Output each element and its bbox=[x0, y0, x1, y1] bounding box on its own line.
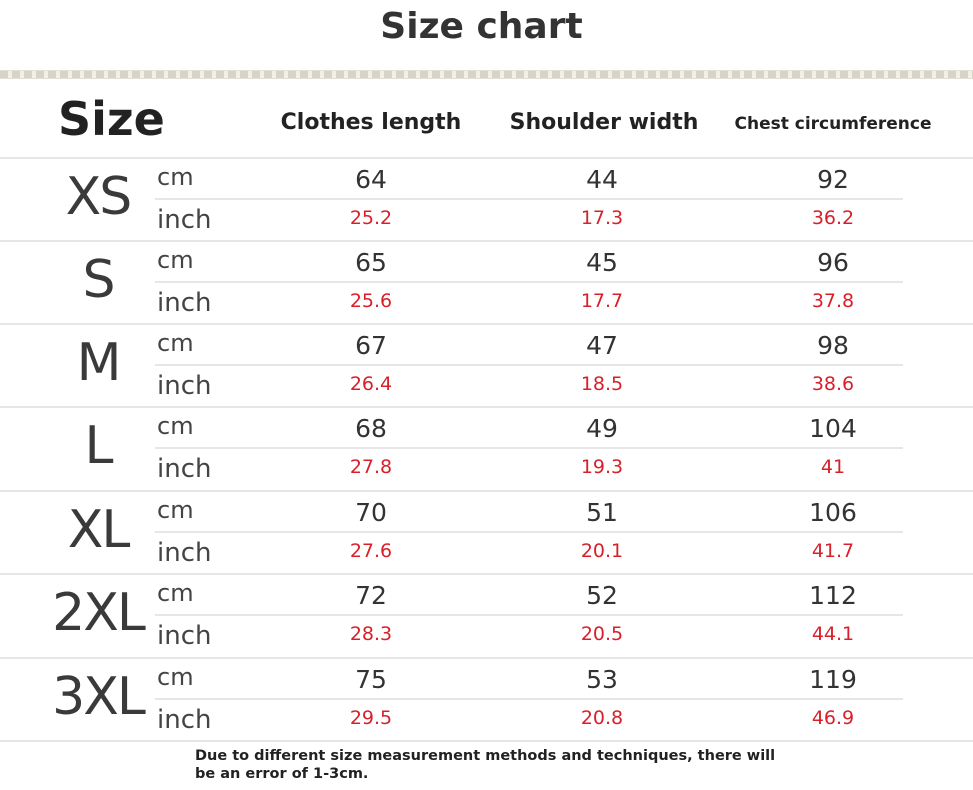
unit-inch: inch bbox=[157, 621, 212, 651]
unit-cm: cm bbox=[157, 496, 194, 524]
unit-divider bbox=[155, 281, 903, 283]
clothes-length-cm: 67 bbox=[355, 331, 387, 360]
row-divider bbox=[0, 490, 973, 492]
unit-divider bbox=[155, 698, 903, 700]
unit-inch: inch bbox=[157, 371, 212, 401]
unit-cm: cm bbox=[157, 246, 194, 274]
row-divider bbox=[0, 240, 973, 242]
row-divider bbox=[0, 323, 973, 325]
clothes-length-inch: 27.6 bbox=[349, 540, 393, 562]
row-divider bbox=[0, 406, 973, 408]
size-label: XL bbox=[67, 500, 131, 560]
header-shoulder-width: Shoulder width bbox=[509, 110, 699, 135]
chest-circumference-inch: 37.8 bbox=[811, 290, 855, 312]
chest-circumference-inch: 36.2 bbox=[811, 207, 855, 229]
size-row-xl: XL cm inch 70 51 106 27.6 20.1 41.7 bbox=[0, 490, 973, 573]
clothes-length-inch: 25.6 bbox=[349, 290, 393, 312]
page-title: Size chart bbox=[380, 6, 583, 47]
chest-circumference-inch: 41 bbox=[820, 456, 846, 478]
chest-circumference-cm: 119 bbox=[809, 665, 857, 694]
clothes-length-cm: 65 bbox=[355, 248, 387, 277]
chest-circumference-cm: 106 bbox=[809, 498, 857, 527]
chest-circumference-inch: 46.9 bbox=[811, 707, 855, 729]
shoulder-width-inch: 17.3 bbox=[580, 207, 624, 229]
size-row-l: L cm inch 68 49 104 27.8 19.3 41 bbox=[0, 406, 973, 489]
shoulder-width-cm: 52 bbox=[586, 581, 618, 610]
title-divider bbox=[0, 70, 973, 79]
chest-circumference-cm: 98 bbox=[817, 331, 849, 360]
shoulder-width-inch: 18.5 bbox=[580, 373, 624, 395]
chest-circumference-inch: 38.6 bbox=[811, 373, 855, 395]
unit-divider bbox=[155, 198, 903, 200]
unit-cm: cm bbox=[157, 329, 194, 357]
shoulder-width-cm: 44 bbox=[586, 165, 618, 194]
size-label: XS bbox=[65, 167, 133, 227]
row-divider bbox=[0, 157, 973, 159]
unit-inch: inch bbox=[157, 454, 212, 484]
shoulder-width-cm: 53 bbox=[586, 665, 618, 694]
size-label: 3XL bbox=[52, 667, 146, 727]
clothes-length-cm: 64 bbox=[355, 165, 387, 194]
shoulder-width-cm: 45 bbox=[586, 248, 618, 277]
unit-cm: cm bbox=[157, 663, 194, 691]
clothes-length-inch: 25.2 bbox=[349, 207, 393, 229]
unit-inch: inch bbox=[157, 288, 212, 318]
clothes-length-inch: 28.3 bbox=[349, 623, 393, 645]
clothes-length-cm: 68 bbox=[355, 414, 387, 443]
size-label: 2XL bbox=[52, 583, 146, 643]
unit-divider bbox=[155, 364, 903, 366]
table-bottom-divider bbox=[0, 740, 973, 742]
unit-divider bbox=[155, 614, 903, 616]
size-label: S bbox=[82, 250, 115, 310]
measurement-note: Due to different size measurement method… bbox=[195, 748, 776, 782]
shoulder-width-cm: 51 bbox=[586, 498, 618, 527]
clothes-length-cm: 75 bbox=[355, 665, 387, 694]
clothes-length-inch: 26.4 bbox=[349, 373, 393, 395]
unit-divider bbox=[155, 447, 903, 449]
clothes-length-cm: 70 bbox=[355, 498, 387, 527]
shoulder-width-cm: 47 bbox=[586, 331, 618, 360]
row-divider bbox=[0, 573, 973, 575]
shoulder-width-inch: 19.3 bbox=[580, 456, 624, 478]
header-chest-circumference: Chest circumference bbox=[734, 114, 932, 134]
unit-divider bbox=[155, 531, 903, 533]
shoulder-width-inch: 20.8 bbox=[580, 707, 624, 729]
shoulder-width-inch: 20.1 bbox=[580, 540, 624, 562]
unit-inch: inch bbox=[157, 705, 212, 735]
size-row-m: M cm inch 67 47 98 26.4 18.5 38.6 bbox=[0, 323, 973, 406]
shoulder-width-inch: 20.5 bbox=[580, 623, 624, 645]
chest-circumference-cm: 104 bbox=[809, 414, 857, 443]
clothes-length-inch: 29.5 bbox=[349, 707, 393, 729]
header-size: Size bbox=[58, 92, 165, 146]
size-row-s: S cm inch 65 45 96 25.6 17.7 37.8 bbox=[0, 240, 973, 323]
chest-circumference-cm: 92 bbox=[817, 165, 849, 194]
clothes-length-cm: 72 bbox=[355, 581, 387, 610]
size-row-2xl: 2XL cm inch 72 52 112 28.3 20.5 44.1 bbox=[0, 573, 973, 656]
size-label: L bbox=[84, 416, 114, 476]
size-label: M bbox=[76, 333, 122, 393]
shoulder-width-cm: 49 bbox=[586, 414, 618, 443]
unit-inch: inch bbox=[157, 538, 212, 568]
chest-circumference-cm: 112 bbox=[809, 581, 857, 610]
shoulder-width-inch: 17.7 bbox=[580, 290, 624, 312]
unit-cm: cm bbox=[157, 163, 194, 191]
unit-inch: inch bbox=[157, 205, 212, 235]
clothes-length-inch: 27.8 bbox=[349, 456, 393, 478]
unit-cm: cm bbox=[157, 412, 194, 440]
unit-cm: cm bbox=[157, 579, 194, 607]
chest-circumference-cm: 96 bbox=[817, 248, 849, 277]
chest-circumference-inch: 44.1 bbox=[811, 623, 855, 645]
chest-circumference-inch: 41.7 bbox=[811, 540, 855, 562]
size-row-xs: XS cm inch 64 44 92 25.2 17.3 36.2 bbox=[0, 157, 973, 240]
header-clothes-length: Clothes length bbox=[280, 110, 462, 135]
size-row-3xl: 3XL cm inch 75 53 119 29.5 20.8 46.9 bbox=[0, 657, 973, 740]
row-divider bbox=[0, 657, 973, 659]
